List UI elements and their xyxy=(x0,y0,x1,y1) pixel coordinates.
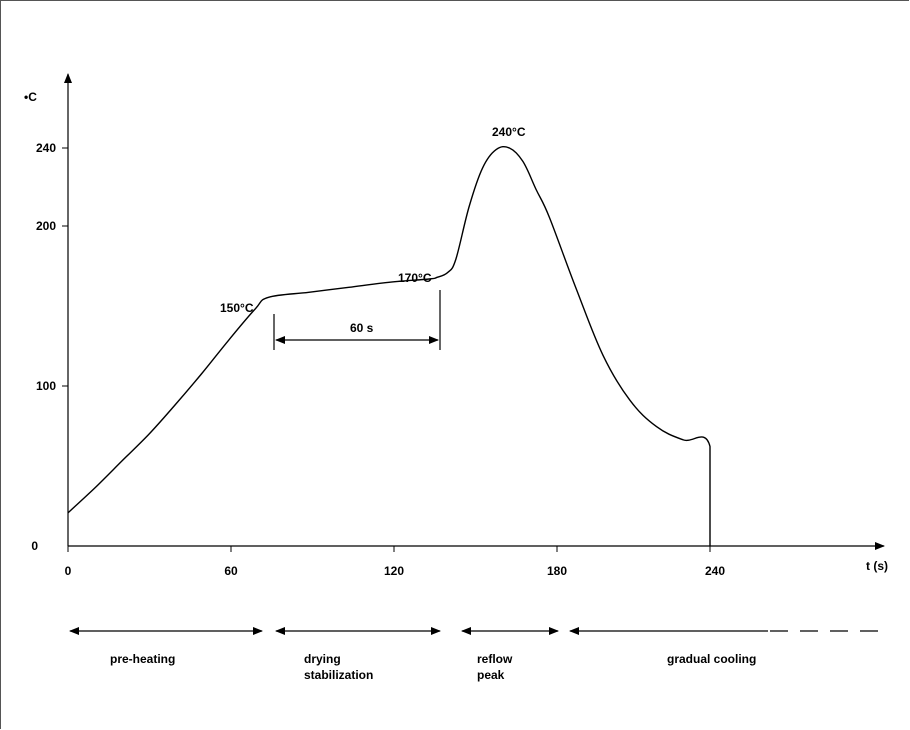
y-tick-240: 240 xyxy=(36,141,56,155)
phase-label-drying-1: drying xyxy=(304,652,341,666)
phase-label-drying-2: stabilization xyxy=(304,668,373,682)
phase-label-preheating: pre-heating xyxy=(110,652,175,666)
x-axis-label: t (s) xyxy=(866,559,888,573)
y-axis-label: •C xyxy=(24,90,37,104)
x-tick-0: 0 xyxy=(65,564,72,578)
y-tick-200: 200 xyxy=(36,219,56,233)
phase-label-cooling: gradual cooling xyxy=(667,652,756,666)
temperature-curve xyxy=(67,145,711,546)
x-tick-60: 60 xyxy=(224,564,238,578)
y-tick-100: 100 xyxy=(36,379,56,393)
label-240c: 240°C xyxy=(492,125,526,139)
label-150c: 150°C xyxy=(220,301,254,315)
label-170c: 170°C xyxy=(398,271,432,285)
x-tick-120: 120 xyxy=(384,564,404,578)
duration-label: 60 s xyxy=(350,321,374,335)
x-tick-240: 240 xyxy=(705,564,725,578)
phase-label-reflow-1: reflow xyxy=(477,652,513,666)
phase-label-reflow-2: peak xyxy=(477,668,505,682)
y-tick-0: 0 xyxy=(31,539,38,553)
x-tick-180: 180 xyxy=(547,564,567,578)
